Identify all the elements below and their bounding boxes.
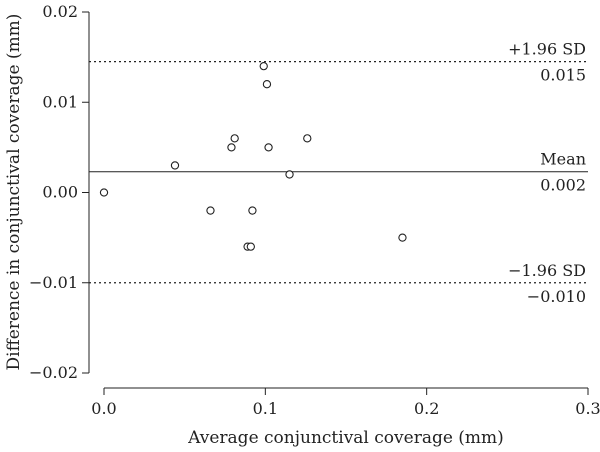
data-point: [285, 170, 294, 179]
y-ticks: −0.02 −0.01 0.00 0.01 0.02: [29, 2, 89, 382]
data-point: [206, 206, 215, 215]
x-ticks: 0.0 0.1 0.2 0.3: [91, 388, 600, 418]
upper-limit-name: +1.96 SD: [508, 40, 586, 59]
x-tick-label: 0.3: [575, 399, 600, 418]
data-point: [303, 134, 312, 143]
y-tick-label: 0.00: [42, 183, 78, 202]
x-tick-label: 0.0: [91, 399, 116, 418]
data-points: [99, 62, 407, 251]
lower-limit-name: −1.96 SD: [508, 261, 586, 280]
x-tick-label: 0.2: [414, 399, 439, 418]
data-point: [170, 161, 180, 170]
y-tick-label: −0.02: [29, 363, 78, 382]
lower-limit-value: −0.010: [527, 287, 586, 306]
mean-name: Mean: [540, 150, 586, 169]
data-point: [262, 80, 272, 89]
y-tick-label: −0.01: [29, 273, 78, 292]
data-point: [398, 233, 407, 242]
y-axis-label: Difference in conjunctival coverage (mm): [4, 14, 24, 371]
data-point: [248, 206, 257, 215]
y-tick-label: 0.02: [42, 2, 78, 21]
data-point: [227, 143, 236, 152]
axes: [88, 12, 588, 389]
upper-limit-value: 0.015: [540, 66, 586, 85]
data-point: [246, 242, 255, 251]
reference-lines: +1.96 SD 0.015 Mean 0.002 −1.96 SD −0.010: [89, 40, 588, 306]
data-point: [230, 134, 239, 143]
y-tick-label: 0.01: [42, 92, 78, 111]
data-point: [259, 62, 268, 71]
x-tick-label: 0.1: [253, 399, 278, 418]
data-point: [99, 188, 109, 197]
mean-value: 0.002: [540, 176, 586, 195]
x-axis-label: Average conjunctival coverage (mm): [187, 428, 504, 448]
data-point: [264, 143, 273, 152]
